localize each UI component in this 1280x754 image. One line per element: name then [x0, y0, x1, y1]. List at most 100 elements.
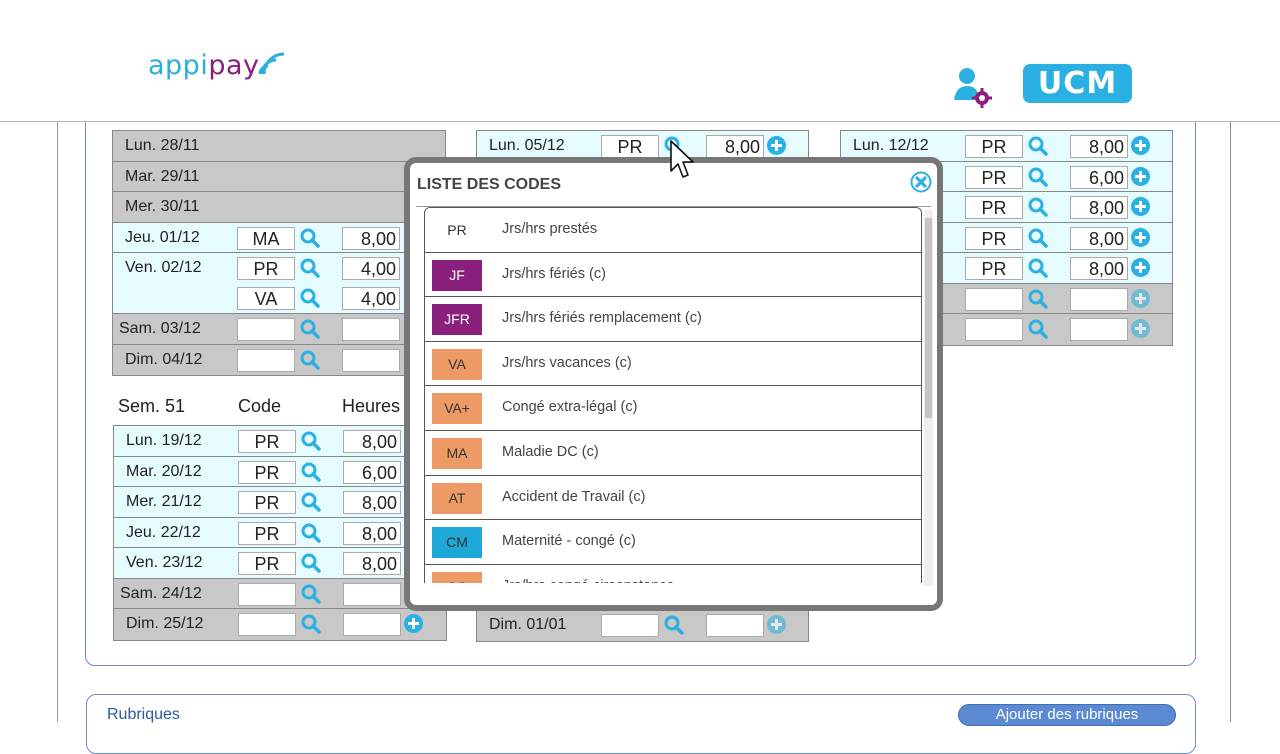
code-list-item[interactable]: AT Accident de Travail (c) [425, 475, 921, 521]
add-entry-icon[interactable] [767, 615, 786, 634]
code-input[interactable]: VA [237, 287, 295, 310]
search-icon[interactable] [1028, 197, 1048, 217]
code-list-item[interactable]: JFR Jrs/hrs fériés remplacement (c) [425, 297, 921, 342]
ucm-logo[interactable]: UCM [1023, 64, 1132, 103]
scrollbar-thumb[interactable] [925, 218, 932, 418]
close-icon[interactable] [910, 171, 932, 193]
hours-input[interactable]: 8,00 [343, 521, 401, 545]
search-icon[interactable] [301, 523, 321, 543]
add-entry-icon[interactable] [1131, 166, 1150, 186]
code-input[interactable] [237, 318, 295, 341]
add-entry-icon[interactable] [1131, 258, 1150, 277]
code-input[interactable] [237, 348, 295, 372]
hours-input[interactable] [343, 613, 401, 636]
hours-input[interactable]: 8,00 [343, 552, 401, 575]
search-icon[interactable] [301, 462, 321, 482]
code-input[interactable]: PR [238, 430, 296, 453]
hours-input[interactable]: 8,00 [1070, 226, 1128, 250]
hours-input[interactable] [706, 614, 764, 637]
add-rubriques-button[interactable]: Ajouter des rubriques [958, 704, 1176, 726]
code-input[interactable] [601, 614, 659, 637]
hours-input[interactable]: 6,00 [1070, 165, 1128, 189]
code-input[interactable]: PR [238, 491, 296, 514]
add-entry-icon[interactable] [1131, 227, 1150, 247]
hours-input[interactable]: 8,00 [342, 226, 400, 250]
user-settings-icon[interactable] [952, 66, 994, 108]
add-entry-icon[interactable] [767, 136, 786, 155]
code-list-item[interactable]: PR Jrs/hrs prestés [425, 208, 921, 253]
search-icon[interactable] [1028, 167, 1048, 187]
hours-input[interactable] [1070, 287, 1128, 311]
search-icon[interactable] [300, 228, 320, 248]
hours-input[interactable]: 8,00 [706, 135, 764, 158]
code-input[interactable]: PR [965, 135, 1023, 158]
day-row: Lun. 19/12 PR 8,00 [114, 426, 446, 457]
hours-input[interactable] [342, 348, 400, 372]
hours-input[interactable]: 8,00 [343, 491, 401, 514]
search-icon[interactable] [1028, 228, 1048, 248]
code-badge: PR [432, 215, 482, 246]
page-border-left [57, 122, 58, 722]
hours-input[interactable] [343, 582, 401, 606]
hours-input[interactable]: 4,00 [342, 257, 400, 280]
add-entry-icon[interactable] [1131, 136, 1150, 155]
add-entry-icon[interactable] [1131, 319, 1150, 338]
search-icon[interactable] [1028, 319, 1048, 339]
code-input[interactable]: MA [237, 226, 295, 250]
scrollbar[interactable] [924, 210, 933, 586]
code-list-item[interactable]: JF Jrs/hrs fériés (c) [425, 252, 921, 298]
code-badge: JFR [432, 304, 482, 336]
add-entry-icon[interactable] [404, 614, 423, 633]
hours-input[interactable]: 4,00 [342, 287, 400, 310]
add-entry-icon[interactable] [1131, 288, 1150, 308]
day-row: Lun. 05/12 PR 8,00 [477, 131, 808, 162]
code-input[interactable]: PR [601, 135, 659, 158]
code-list-item[interactable]: CC Jrs/hrs congé circonstance [425, 564, 921, 583]
code-input[interactable] [238, 582, 296, 606]
mouse-cursor-icon [670, 140, 694, 178]
search-icon[interactable] [301, 614, 321, 634]
code-list-item[interactable]: VA+ Congé extra-légal (c) [425, 386, 921, 431]
code-list-item[interactable]: CM Maternité - congé (c) [425, 520, 921, 565]
search-icon[interactable] [1028, 289, 1048, 309]
search-icon[interactable] [664, 615, 684, 635]
code-input[interactable]: PR [238, 460, 296, 484]
code-input[interactable]: PR [965, 196, 1023, 219]
code-list-item[interactable]: MA Maladie DC (c) [425, 430, 921, 476]
search-icon[interactable] [1028, 258, 1048, 278]
code-list-item[interactable]: VA Jrs/hrs vacances (c) [425, 341, 921, 387]
search-icon[interactable] [1028, 136, 1048, 156]
search-icon[interactable] [301, 431, 321, 451]
appipay-logo[interactable]: appipay [148, 50, 285, 81]
hours-input[interactable]: 8,00 [1070, 135, 1128, 158]
week-48-table: Lun. 28/11 Mar. 29/11 Mer. 30/11 Jeu. 01… [112, 130, 446, 376]
day-row: Ven. 02/12 PR 4,00 VA 4,00 [113, 253, 445, 314]
code-input[interactable]: PR [965, 257, 1023, 280]
search-icon[interactable] [301, 492, 321, 512]
search-icon[interactable] [300, 258, 320, 278]
code-input[interactable]: PR [238, 552, 296, 575]
code-input[interactable]: PR [965, 165, 1023, 189]
add-entry-icon[interactable] [1131, 197, 1150, 216]
code-input[interactable]: PR [965, 226, 1023, 250]
code-input[interactable] [238, 613, 296, 636]
search-icon[interactable] [301, 553, 321, 573]
hours-input[interactable]: 8,00 [1070, 257, 1128, 280]
code-badge: CM [432, 527, 482, 559]
hours-input[interactable] [1070, 318, 1128, 341]
search-icon[interactable] [300, 350, 320, 370]
code-input[interactable]: PR [237, 257, 295, 280]
hours-input[interactable]: 6,00 [343, 460, 401, 484]
code-badge: MA [432, 437, 482, 469]
hours-input[interactable] [342, 318, 400, 341]
code-label: Jrs/hrs prestés [502, 221, 598, 237]
code-input[interactable]: PR [238, 521, 296, 545]
divider [416, 206, 931, 207]
search-icon[interactable] [300, 319, 320, 339]
code-input[interactable] [965, 318, 1023, 341]
search-icon[interactable] [301, 584, 321, 604]
search-icon[interactable] [300, 288, 320, 308]
hours-input[interactable]: 8,00 [1070, 196, 1128, 219]
hours-input[interactable]: 8,00 [343, 430, 401, 453]
code-input[interactable] [965, 287, 1023, 311]
